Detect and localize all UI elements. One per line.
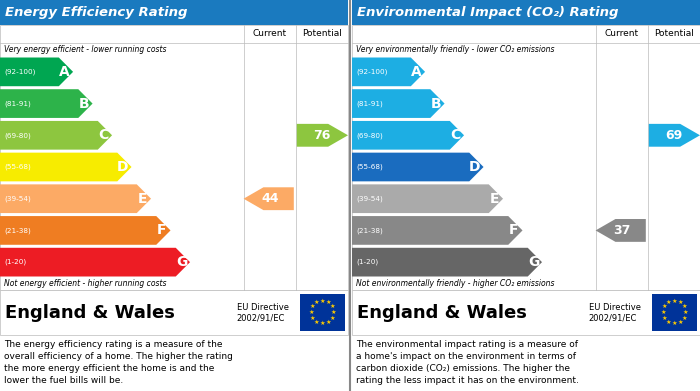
Text: 37: 37 [613, 224, 631, 237]
Text: ★: ★ [681, 305, 687, 309]
Text: (39-54): (39-54) [356, 196, 383, 202]
Polygon shape [352, 57, 425, 86]
Polygon shape [352, 216, 522, 245]
Text: ★: ★ [677, 300, 682, 305]
Text: Current: Current [605, 29, 639, 38]
Text: (69-80): (69-80) [356, 132, 383, 138]
Text: B: B [430, 97, 441, 111]
Text: ★: ★ [314, 300, 320, 305]
Text: ★: ★ [677, 319, 682, 325]
Text: England & Wales: England & Wales [357, 303, 527, 321]
Text: (21-38): (21-38) [356, 227, 383, 234]
Polygon shape [649, 124, 700, 147]
Text: ★: ★ [320, 321, 326, 326]
Text: (92-100): (92-100) [4, 68, 36, 75]
Text: ★: ★ [671, 299, 677, 304]
Text: ★: ★ [310, 316, 316, 321]
Text: C: C [450, 128, 461, 142]
Text: Not energy efficient - higher running costs: Not energy efficient - higher running co… [4, 280, 167, 289]
Text: Current: Current [253, 29, 287, 38]
Text: Not environmentally friendly - higher CO₂ emissions: Not environmentally friendly - higher CO… [356, 280, 554, 289]
Text: ★: ★ [314, 319, 320, 325]
Text: ★: ★ [325, 300, 330, 305]
Text: Very energy efficient - lower running costs: Very energy efficient - lower running co… [4, 45, 167, 54]
Text: D: D [117, 160, 129, 174]
Text: ★: ★ [330, 310, 336, 315]
Text: F: F [158, 223, 167, 237]
Text: D: D [469, 160, 481, 174]
Polygon shape [352, 248, 542, 276]
Text: (1-20): (1-20) [356, 259, 378, 265]
Text: ★: ★ [661, 310, 666, 315]
Text: Environmental Impact (CO₂) Rating: Environmental Impact (CO₂) Rating [357, 6, 619, 19]
Text: G: G [528, 255, 539, 269]
Text: 69: 69 [665, 129, 682, 142]
Text: Potential: Potential [654, 29, 694, 38]
Text: (39-54): (39-54) [4, 196, 31, 202]
Text: Very environmentally friendly - lower CO₂ emissions: Very environmentally friendly - lower CO… [356, 45, 554, 54]
Text: E: E [490, 192, 499, 206]
Bar [0, 25, 348, 290]
Text: Potential: Potential [302, 29, 342, 38]
Text: (1-20): (1-20) [4, 259, 26, 265]
Text: (21-38): (21-38) [4, 227, 31, 234]
Bar [352, 0, 700, 25]
Text: EU Directive
2002/91/EC: EU Directive 2002/91/EC [237, 303, 288, 322]
Text: A: A [411, 65, 422, 79]
Bar [0, 290, 348, 335]
Text: E: E [138, 192, 147, 206]
Polygon shape [596, 219, 646, 242]
Polygon shape [0, 57, 73, 86]
Text: ★: ★ [671, 321, 677, 326]
Text: ★: ★ [666, 319, 672, 325]
Text: The energy efficiency rating is a measure of the
overall efficiency of a home. T: The energy efficiency rating is a measur… [4, 340, 233, 386]
Text: 76: 76 [313, 129, 330, 142]
Text: ★: ★ [310, 305, 316, 309]
Text: ★: ★ [662, 316, 668, 321]
Text: G: G [176, 255, 187, 269]
Text: 44: 44 [261, 192, 279, 205]
Text: F: F [509, 223, 519, 237]
Text: ★: ★ [681, 316, 687, 321]
Polygon shape [352, 152, 484, 181]
Polygon shape [297, 124, 348, 147]
Polygon shape [244, 187, 294, 210]
Text: (55-68): (55-68) [356, 164, 383, 170]
Bar [300, 294, 345, 331]
Bar [352, 290, 700, 335]
Polygon shape [0, 248, 190, 276]
Text: ★: ★ [662, 305, 668, 309]
Text: ★: ★ [320, 299, 326, 304]
Text: ★: ★ [309, 310, 314, 315]
Polygon shape [0, 89, 92, 118]
Text: A: A [59, 65, 70, 79]
Text: (81-91): (81-91) [356, 100, 383, 107]
Text: (81-91): (81-91) [4, 100, 31, 107]
Text: England & Wales: England & Wales [5, 303, 175, 321]
Text: (92-100): (92-100) [356, 68, 387, 75]
Text: ★: ★ [325, 319, 330, 325]
Text: C: C [99, 128, 108, 142]
Polygon shape [0, 185, 151, 213]
Polygon shape [0, 216, 171, 245]
Text: EU Directive
2002/91/EC: EU Directive 2002/91/EC [589, 303, 640, 322]
Text: ★: ★ [666, 300, 672, 305]
Bar [0, 0, 348, 25]
Bar [352, 25, 700, 290]
Text: ★: ★ [329, 305, 335, 309]
Text: The environmental impact rating is a measure of
a home's impact on the environme: The environmental impact rating is a mea… [356, 340, 579, 386]
Polygon shape [0, 121, 112, 150]
Text: ★: ★ [682, 310, 688, 315]
Text: ★: ★ [329, 316, 335, 321]
Text: (55-68): (55-68) [4, 164, 31, 170]
Polygon shape [352, 89, 444, 118]
Bar [652, 294, 697, 331]
Polygon shape [352, 121, 464, 150]
Text: (69-80): (69-80) [4, 132, 31, 138]
Text: Energy Efficiency Rating: Energy Efficiency Rating [5, 6, 188, 19]
Polygon shape [0, 152, 132, 181]
Polygon shape [352, 185, 503, 213]
Text: B: B [78, 97, 90, 111]
